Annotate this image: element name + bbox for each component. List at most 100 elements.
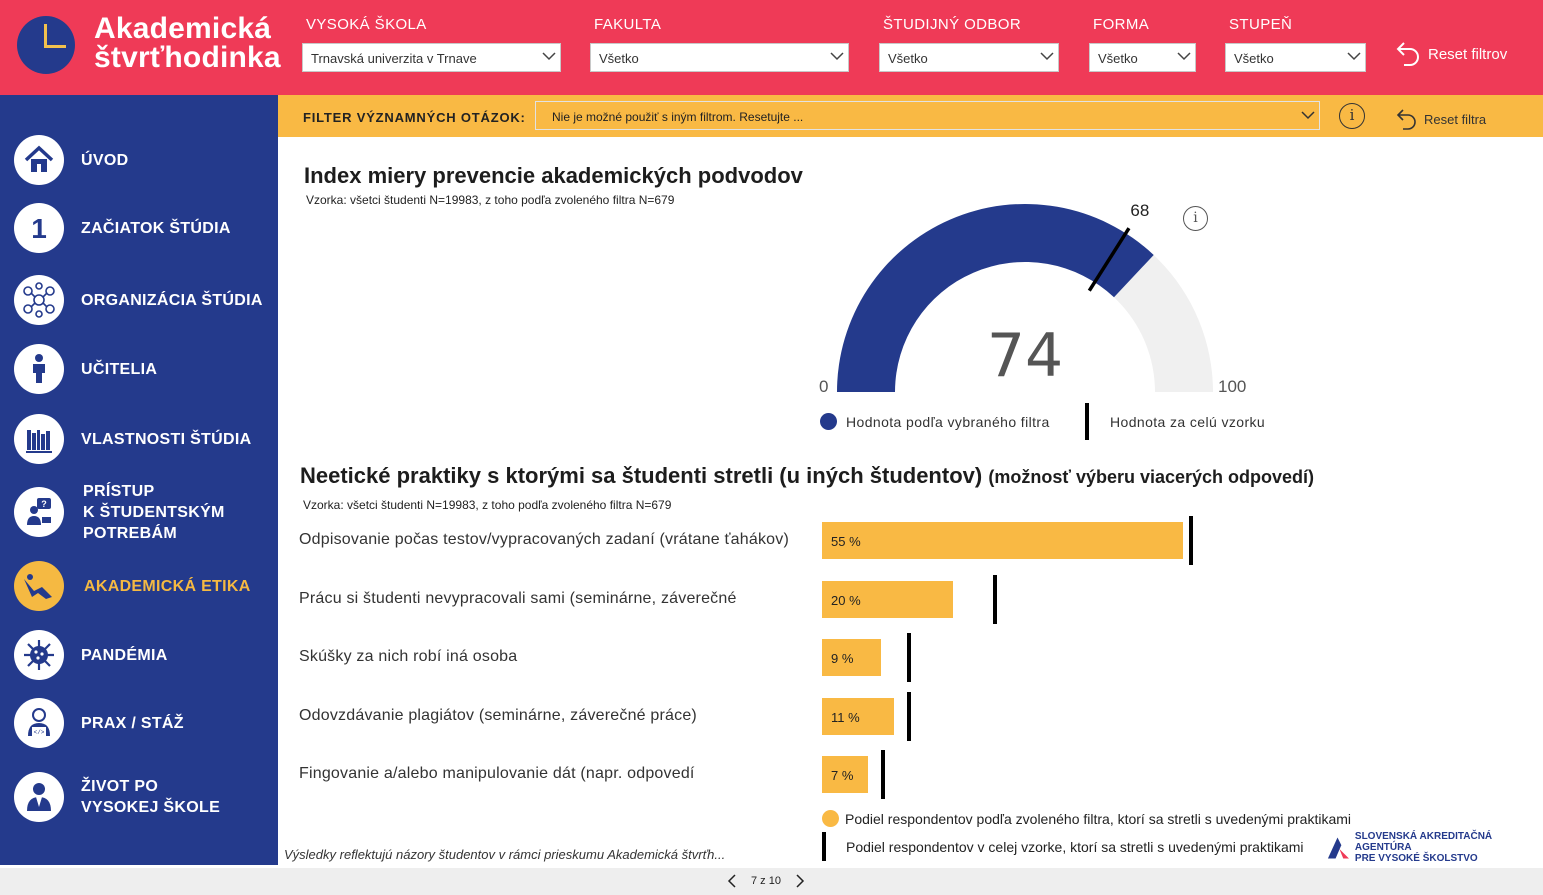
agency-line-2: PRE VYSOKÉ ŠKOLSTVO <box>1354 853 1478 864</box>
graduate-icon <box>14 772 64 822</box>
faculty-dropdown[interactable]: Všetko <box>590 43 849 72</box>
sidebar-item-uvod[interactable]: ÚVOD <box>14 135 274 185</box>
gauge-reference-marker <box>1087 227 1131 292</box>
virus-icon <box>14 630 64 680</box>
faculty-value: Všetko <box>599 51 639 66</box>
bar-data-label: 7 % <box>831 768 854 783</box>
reset-filters-button[interactable]: Reset filtrov <box>1396 40 1507 68</box>
degree-dropdown[interactable]: Všetko <box>1225 43 1366 72</box>
ethics-icon <box>14 561 64 611</box>
bar-total-sample-marker <box>992 574 997 624</box>
bar-total-sample-marker <box>907 633 912 682</box>
bar-total-sample-marker <box>1189 516 1194 565</box>
sidebar-item-label: PANDÉMIA <box>81 646 168 664</box>
chevron-left-icon[interactable] <box>727 874 737 888</box>
sidebar-item-label-line: ŽIVOT PO <box>81 778 159 795</box>
sidebar-item-vlastnosti-studia[interactable]: VLASTNOSTI ŠTÚDIA <box>14 414 274 464</box>
sidebar-item-pandemia[interactable]: PANDÉMIA <box>14 630 274 680</box>
home-icon <box>14 135 64 185</box>
bar-filter-value[interactable]: 11 % <box>822 697 895 735</box>
svg-text:?: ? <box>41 499 47 509</box>
sidebar-item-zivot-po-vs[interactable]: ŽIVOT PO VYSOKEJ ŠKOLE <box>14 772 274 822</box>
chevron-down-icon <box>542 51 556 61</box>
network-icon <box>14 275 64 325</box>
sidebar-item-label-line: K ŠTUDENTSKÝM <box>83 503 225 521</box>
reset-question-filter-button[interactable]: Reset filtra <box>1396 107 1486 131</box>
bar-filter-value[interactable]: 20 % <box>822 580 954 618</box>
form-dropdown[interactable]: Všetko <box>1089 43 1196 72</box>
school-value: Trnavská univerzita v Trnave <box>311 51 477 66</box>
info-icon[interactable]: i <box>1339 103 1365 129</box>
question-filter-value: Nie je možné použiť s iným filtrom. Rese… <box>552 110 804 124</box>
bar-data-label: 55 % <box>831 534 861 549</box>
bar-data-label: 11 % <box>831 709 860 725</box>
filter-label-program: ŠTUDIJNÝ ODBOR <box>883 16 1022 33</box>
sidebar-item-label-line: POTREBÁM <box>83 524 177 542</box>
degree-value: Všetko <box>1234 51 1274 66</box>
sidebar-item-label: PRAX / STÁŽ <box>81 714 184 732</box>
sidebar-item-label: VLASTNOSTI ŠTÚDIA <box>81 430 252 448</box>
sidebar-item-prax-staz[interactable]: </> PRAX / STÁŽ <box>14 698 274 748</box>
bar-data-label: 9 % <box>831 651 854 666</box>
question-filter-label: FILTER VÝZNAMNÝCH OTÁZOK: <box>303 110 526 125</box>
number-one-icon: 1 <box>14 203 64 253</box>
books-icon <box>14 414 64 464</box>
school-dropdown[interactable]: Trnavská univerzita v Trnave <box>302 43 561 72</box>
help-person-icon: ? <box>14 487 64 537</box>
filter-label-form: FORMA <box>1093 16 1150 33</box>
gauge-max-label: 100 <box>1218 377 1246 396</box>
page-navigation: 7 z 10 <box>0 868 1543 895</box>
info-icon[interactable]: i <box>1183 206 1208 231</box>
gauge-legend-total: Hodnota za celú vzorku <box>1085 403 1265 440</box>
sidebar-item-label: ORGANIZÁCIA ŠTÚDIA <box>81 291 263 309</box>
agency-line-1: SLOVENSKÁ AKREDITAČNÁ AGENTÚRA <box>1354 831 1493 853</box>
bar-category-label: Skúšky za nich robí iná osoba <box>299 648 518 665</box>
chevron-right-icon[interactable] <box>795 874 805 888</box>
filter-label-degree: STUPEŇ <box>1229 16 1293 33</box>
sidebar-item-akademicka-etika[interactable]: AKADEMICKÁ ETIKA <box>14 561 274 611</box>
gauge-sample-note: Vzorka: všetci študenti N=19983, z toho … <box>306 193 675 207</box>
sidebar-item-ucitelia[interactable]: UČITELIA <box>14 344 274 394</box>
sidebar-item-label-line: VYSOKEJ ŠKOLE <box>81 799 221 816</box>
chevron-down-icon <box>1040 51 1054 61</box>
gauge-legend-total-label: Hodnota za celú vzorku <box>1110 413 1266 430</box>
app-logo[interactable]: Akademická štvrťhodinka <box>94 12 281 74</box>
question-filter-dropdown[interactable]: Nie je možné použiť s iným filtrom. Rese… <box>535 101 1320 130</box>
logo-line-1: Akademická <box>94 12 272 45</box>
sidebar-item-label: PRÍSTUP K ŠTUDENTSKÝM POTREBÁM <box>83 481 225 544</box>
legend-marker-icon <box>1085 403 1089 440</box>
legend-dot-icon <box>822 810 839 827</box>
agency-logo[interactable]: SLOVENSKÁ AKREDITAČNÁ AGENTÚRA PRE VYSOK… <box>1326 831 1543 864</box>
gauge-reference-label: 68 <box>1130 201 1149 220</box>
reset-filters-label: Reset filtrov <box>1428 45 1508 63</box>
filter-label-faculty: FAKULTA <box>594 16 662 33</box>
clock-hand-icon <box>44 24 47 47</box>
sidebar-item-label: ZAČIATOK ŠTÚDIA <box>81 219 231 237</box>
logo-line-2: štvrťhodinka <box>94 41 281 74</box>
sidebar-item-zaciatok-studia[interactable]: 1 ZAČIATOK ŠTÚDIA <box>14 203 274 253</box>
bars-title-main: Neetické praktiky s ktorými sa študenti … <box>300 463 983 488</box>
bar-total-sample-marker <box>907 691 912 741</box>
bar-filter-value[interactable]: 9 % <box>822 639 882 676</box>
bar-category-label: Odpisovanie počas testov/vypracovaných z… <box>299 531 789 548</box>
sidebar-item-pristup[interactable]: ? PRÍSTUP K ŠTUDENTSKÝM POTREBÁM <box>14 483 274 542</box>
bars-sample-note: Vzorka: všetci študenti N=19983, z toho … <box>303 498 672 512</box>
sidebar-item-label: UČITELIA <box>81 360 158 378</box>
clock-hand-icon <box>44 45 66 48</box>
bar-category-label: Odovzdávanie plagiátov (seminárne, záver… <box>299 706 697 724</box>
bars-legend-total: Podiel respondentov v celej vzorke, ktor… <box>822 832 1304 861</box>
gauge-value-label: 74 <box>987 321 1063 391</box>
bar-category-label: Prácu si študenti nevypracovali sami (se… <box>299 589 737 607</box>
teacher-icon <box>14 344 64 394</box>
sidebar-item-label-line: PRÍSTUP <box>83 482 155 500</box>
bar-filter-value[interactable]: 7 % <box>822 756 868 793</box>
bar-filter-value[interactable]: 55 % <box>822 522 1183 559</box>
page-indicator: 7 z 10 <box>751 875 781 887</box>
form-value: Všetko <box>1098 51 1138 66</box>
undo-icon <box>1396 42 1419 66</box>
program-dropdown[interactable]: Všetko <box>879 43 1059 72</box>
gauge-legend-filter: Hodnota podľa vybraného filtra <box>820 413 1050 430</box>
sidebar-item-label: ŽIVOT PO VYSOKEJ ŠKOLE <box>81 776 220 818</box>
sidebar-item-organizacia-studia[interactable]: ORGANIZÁCIA ŠTÚDIA <box>14 275 274 325</box>
footnote: Výsledky reflektujú názory študentov v r… <box>284 847 726 862</box>
